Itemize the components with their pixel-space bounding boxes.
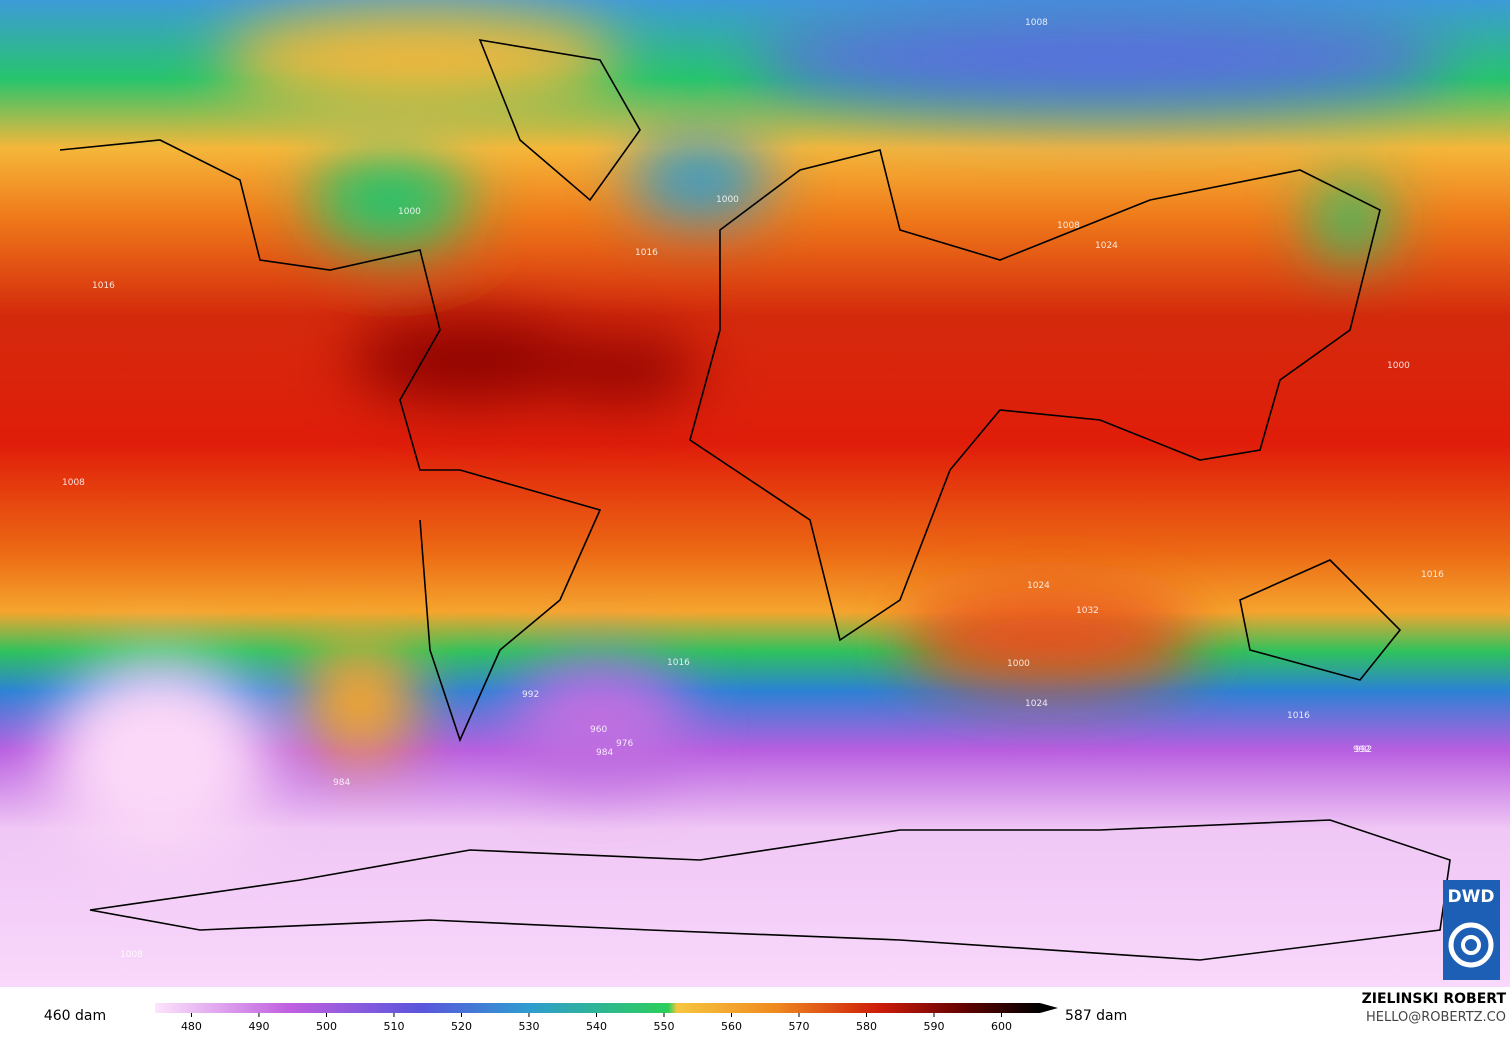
- isobar-label: 1016: [92, 281, 115, 291]
- isobar-label: 1000: [398, 207, 421, 217]
- colorbar-tick-label: 550: [653, 1020, 674, 1033]
- isobar-label: 1024: [1025, 699, 1048, 709]
- isobar-label: 1008: [1025, 18, 1048, 28]
- isobar-label: 1024: [1027, 581, 1050, 591]
- colorbar-tick-label: 570: [789, 1020, 810, 1033]
- colorbar-tick-label: 530: [518, 1020, 539, 1033]
- isobar-label: 992: [1355, 745, 1372, 755]
- colorbar-arrow: [1040, 1003, 1058, 1013]
- isobar-label: 1016: [667, 658, 690, 668]
- colorbar-tick-label: 490: [248, 1020, 269, 1033]
- isobar-label: 1008: [120, 950, 143, 960]
- colorbar-tick-label: 540: [586, 1020, 607, 1033]
- colorbar: [155, 1003, 1040, 1013]
- isobar-label: 1024: [1095, 241, 1118, 251]
- isobar-label: 1016: [635, 248, 658, 258]
- contact: HELLO@ROBERTZ.CO: [1366, 1010, 1506, 1025]
- isobar-label: 1008: [1057, 221, 1080, 231]
- isobar-label: 1000: [1007, 659, 1030, 669]
- colorbar-tick-label: 520: [451, 1020, 472, 1033]
- isobar-label: 992: [1353, 745, 1370, 755]
- isobar-label: 984: [596, 748, 613, 758]
- isobar-label: 1000: [716, 195, 739, 205]
- isobar-label: 992: [522, 690, 539, 700]
- colorbar-max-label: 587 dam: [1065, 1008, 1127, 1024]
- isobar-label: 1000: [1387, 361, 1410, 371]
- colorbar-tick-label: 590: [924, 1020, 945, 1033]
- logo-swirl-inner: [1461, 935, 1481, 955]
- colorbar-tick-label: 480: [181, 1020, 202, 1033]
- isobar-label: 984: [333, 778, 350, 788]
- colorbar-tick-label: 500: [316, 1020, 337, 1033]
- author: ZIELINSKI ROBERT: [1362, 991, 1507, 1007]
- isobar-label: 1016: [1421, 570, 1444, 580]
- coastlines: [59, 38, 1451, 961]
- logo-swirl: [1448, 922, 1494, 968]
- map-blobs: [50, 10, 1450, 860]
- isobar-label: 976: [616, 739, 633, 749]
- colorbar-tick-label: 580: [856, 1020, 877, 1033]
- colorbar-tick-label: 510: [383, 1020, 404, 1033]
- isobar-label: 1032: [1076, 606, 1099, 616]
- isobar-label: 1008: [62, 478, 85, 488]
- colorbar-min-label: 460 dam: [44, 1008, 106, 1024]
- isobar-label: 1016: [1287, 711, 1310, 721]
- logo-text: DWD: [1448, 887, 1495, 907]
- isobar-label: 960: [590, 725, 607, 735]
- colorbar-tick-label: 600: [991, 1020, 1012, 1033]
- colorbar-tick-label: 560: [721, 1020, 742, 1033]
